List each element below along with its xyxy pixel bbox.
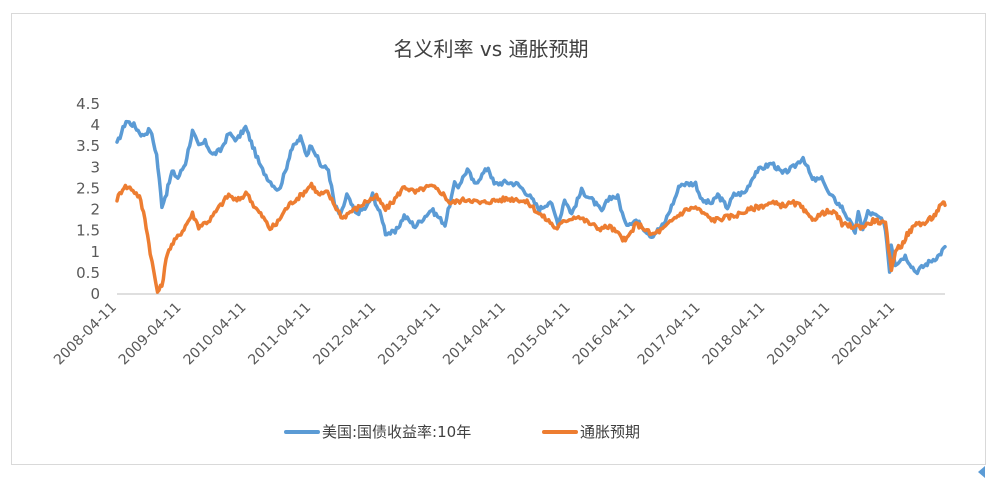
y-tick-label: 4 [90, 116, 100, 134]
y-tick-label: 2 [90, 201, 100, 219]
legend-label-2: 通胀预期 [580, 423, 640, 441]
x-tick-label: 2014-04-11 [440, 300, 509, 369]
chart-title: 名义利率 vs 通胀预期 [394, 37, 589, 61]
x-tick-label: 2010-04-11 [181, 300, 250, 369]
y-tick-label: 2.5 [76, 179, 100, 197]
x-tick-label: 2008-04-11 [51, 300, 120, 369]
y-tick-label: 3 [90, 158, 100, 176]
x-tick-label: 2016-04-11 [570, 300, 639, 369]
x-tick-label: 2019-04-11 [764, 300, 833, 369]
y-tick-label: 3.5 [76, 137, 100, 155]
x-tick-label: 2015-04-11 [505, 300, 574, 369]
resize-handle-icon[interactable] [978, 466, 985, 478]
x-tick-label: 2020-04-11 [829, 300, 898, 369]
y-tick-label: 0 [90, 285, 100, 303]
x-tick-label: 2011-04-11 [245, 300, 314, 369]
x-tick-label: 2017-04-11 [635, 300, 704, 369]
x-tick-label: 2009-04-11 [116, 300, 185, 369]
y-tick-label: 4.5 [76, 95, 100, 113]
x-tick-label: 2018-04-11 [700, 300, 769, 369]
legend: 美国:国债收益率:10年 通胀预期 [284, 423, 640, 441]
y-tick-label: 1.5 [76, 222, 100, 240]
y-tick-label: 0.5 [76, 264, 100, 282]
series-line-1 [115, 119, 947, 276]
y-tick-label: 1 [90, 243, 100, 261]
series-line-2 [115, 181, 947, 294]
x-tick-label: 2013-04-11 [375, 300, 444, 369]
x-tick-label: 2012-04-11 [310, 300, 379, 369]
plot-area: 0 0.5 1 1.5 2 2.5 3 3.5 4 4.5 2008-04-112009-04-11… [51, 95, 947, 369]
legend-label-1: 美国:国债收益率:10年 [322, 423, 471, 441]
